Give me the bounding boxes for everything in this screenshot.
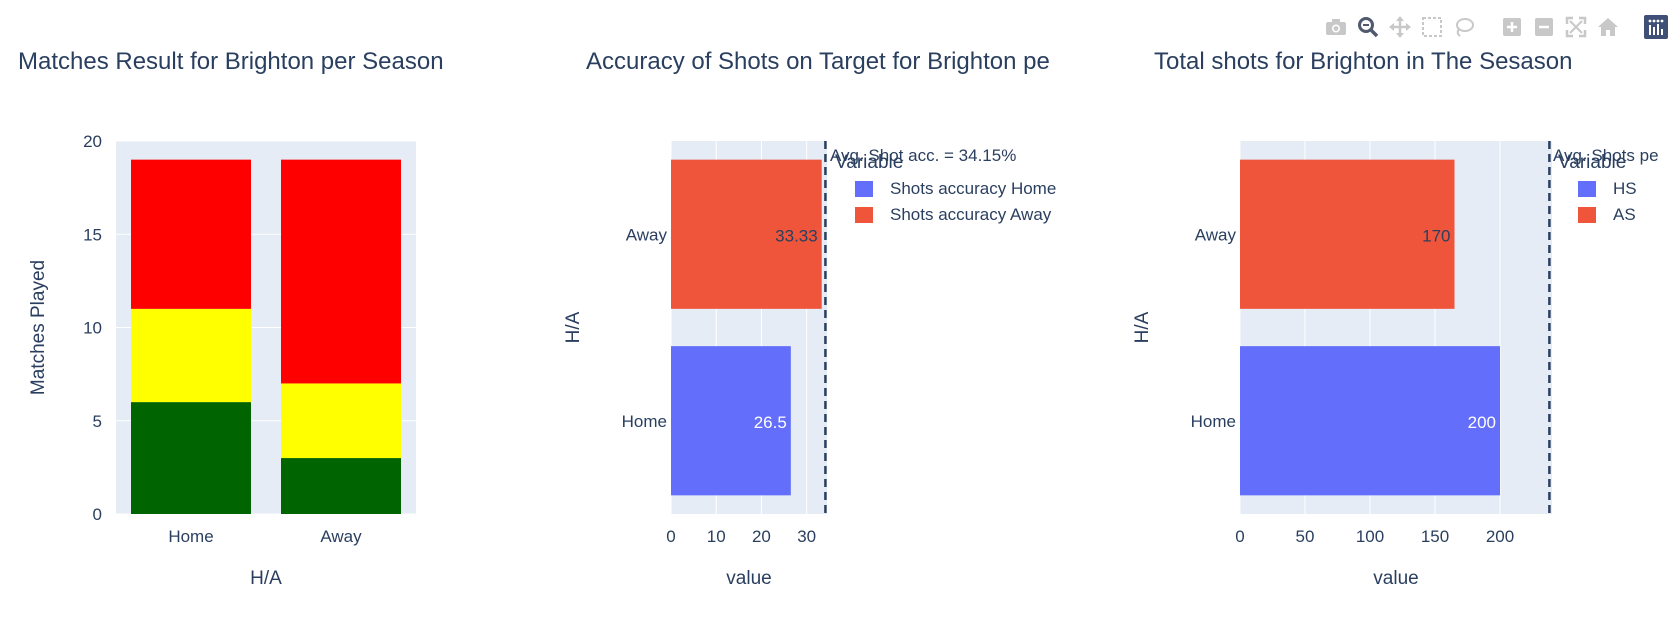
chart2-xtick-label: 30 bbox=[797, 527, 816, 546]
chart1-yaxis-label: Matches Played bbox=[28, 260, 49, 395]
chart2-legend-swatch bbox=[855, 207, 873, 223]
chart2-legend-swatch bbox=[855, 181, 873, 197]
chart1-matches-result: 0 5 10 15 20 Home Away H/A Matches Played bbox=[28, 132, 416, 589]
camera-icon[interactable] bbox=[1323, 14, 1349, 40]
chart3-legend-item: AS bbox=[1613, 205, 1636, 224]
chart3-bar-label: 200 bbox=[1468, 413, 1496, 432]
chart1-xtick-label: Away bbox=[320, 527, 362, 546]
chart2-title: Accuracy of Shots on Target for Brighton… bbox=[586, 48, 1050, 75]
chart2-bar bbox=[671, 346, 791, 496]
chart2-plot-area bbox=[671, 141, 827, 514]
chart2-ytick-label: Away bbox=[626, 225, 668, 244]
chart2-bar-label: 33.33 bbox=[775, 226, 818, 245]
chart2-yaxis-label: H/A bbox=[563, 311, 584, 343]
chart1-ytick-label: 20 bbox=[83, 132, 102, 151]
reset-axes-icon[interactable] bbox=[1595, 14, 1621, 40]
chart1-ytick-label: 5 bbox=[93, 412, 102, 431]
chart2-reference-annotation: Avg. Shot acc. = 34.15% bbox=[830, 146, 1016, 165]
box-select-icon[interactable] bbox=[1419, 14, 1445, 40]
chart1-bar-segment bbox=[281, 458, 401, 514]
plotly-logo-icon[interactable] bbox=[1643, 14, 1669, 40]
chart2-legend-item: Shots accuracy Home bbox=[890, 179, 1056, 198]
chart3-total-shots: 0 50 100 150 200 Home Away 200 170 Avg. Shots peV… bbox=[1132, 141, 1659, 589]
autoscale-icon[interactable] bbox=[1563, 14, 1589, 40]
chart3-plot-area bbox=[1240, 141, 1552, 514]
chart1-xaxis-label: H/A bbox=[250, 568, 282, 589]
chart1-ytick-label: 15 bbox=[83, 225, 102, 244]
chart3-title: Total shots for Brighton in The Sesason bbox=[1154, 48, 1573, 75]
chart3-xtick-label: 50 bbox=[1296, 527, 1315, 546]
chart3-xaxis-label: value bbox=[1373, 568, 1418, 589]
chart3-bar bbox=[1240, 346, 1500, 496]
zoom-icon[interactable] bbox=[1355, 14, 1381, 40]
chart2-xaxis-label: value bbox=[726, 568, 771, 589]
chart1-bar-segment bbox=[281, 383, 401, 459]
chart2-legend-item: Shots accuracy Away bbox=[890, 205, 1052, 224]
chart3-ytick-label: Away bbox=[1195, 225, 1237, 244]
zoom-in-icon[interactable] bbox=[1499, 14, 1525, 40]
chart2-xtick-label: 20 bbox=[752, 527, 771, 546]
chart1-bar-segment bbox=[131, 308, 251, 403]
chart3-xtick-label: 200 bbox=[1486, 527, 1514, 546]
chart3-xtick-label: 0 bbox=[1235, 527, 1244, 546]
zoom-out-icon[interactable] bbox=[1531, 14, 1557, 40]
chart1-xtick-label: Home bbox=[168, 527, 213, 546]
lasso-select-icon[interactable] bbox=[1451, 14, 1477, 40]
chart1-title: Matches Result for Brighton per Season bbox=[18, 48, 444, 75]
chart2-bar bbox=[671, 159, 822, 309]
modebar bbox=[1323, 12, 1669, 42]
chart3-bar-label: 170 bbox=[1422, 226, 1450, 245]
chart2-xtick-label: 0 bbox=[666, 527, 675, 546]
chart3-yaxis-label: H/A bbox=[1132, 311, 1153, 343]
chart2-ytick-label: Home bbox=[622, 412, 667, 431]
chart3-ytick-label: Home bbox=[1191, 412, 1236, 431]
chart1-bar-segment bbox=[281, 159, 401, 384]
chart3-xtick-label: 100 bbox=[1356, 527, 1384, 546]
pan-icon[interactable] bbox=[1387, 14, 1413, 40]
chart1-ytick-label: 10 bbox=[83, 319, 102, 338]
chart3-xtick-label: 150 bbox=[1421, 527, 1449, 546]
chart3-legend-item: HS bbox=[1613, 179, 1637, 198]
chart2-bar-label: 26.5 bbox=[754, 413, 787, 432]
chart1-plot-area bbox=[116, 141, 416, 514]
chart1-ytick-label: 0 bbox=[93, 505, 102, 524]
chart2-xtick-label: 10 bbox=[707, 527, 726, 546]
chart3-bar bbox=[1240, 159, 1455, 309]
chart3-legend-title: Variable bbox=[1558, 152, 1626, 173]
chart2-shot-accuracy: 0 10 20 30 Home Away 26.5 33.33 Avg. Shot acc. =… bbox=[563, 141, 1056, 589]
chart3-reference-annotation: Avg. Shots pe bbox=[1553, 146, 1659, 165]
chart1-bar-segment bbox=[131, 159, 251, 309]
chart1-bar-segment bbox=[131, 402, 251, 514]
chart3-legend-swatch bbox=[1578, 207, 1596, 223]
chart3-legend-swatch bbox=[1578, 181, 1596, 197]
chart2-legend-title: Variable bbox=[835, 152, 903, 173]
